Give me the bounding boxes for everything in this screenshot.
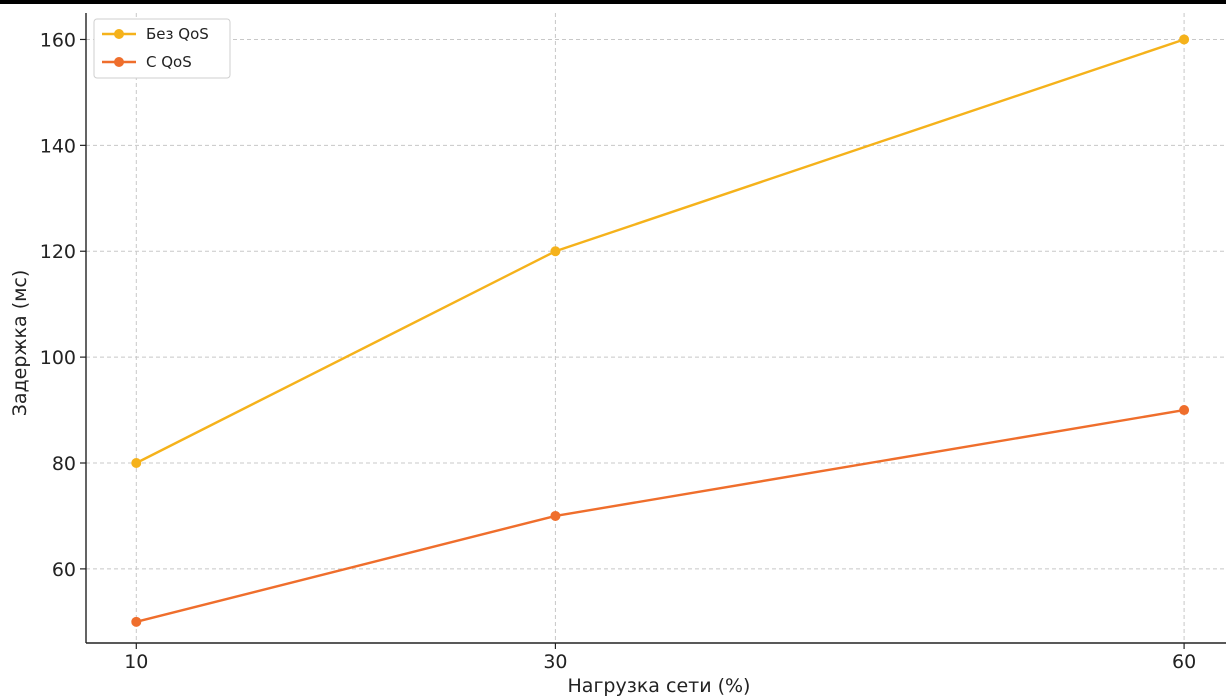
legend-marker	[114, 57, 124, 67]
y-tick-label: 140	[40, 135, 76, 157]
x-axis-title: Нагрузка сети (%)	[568, 675, 751, 697]
axes	[80, 13, 1226, 649]
y-tick-label: 100	[40, 347, 76, 369]
y-tick-label: 120	[40, 241, 76, 263]
x-tick-label: 10	[124, 651, 148, 673]
legend-label: С QoS	[146, 53, 192, 71]
data-point	[131, 458, 142, 468]
legend-marker	[114, 29, 124, 39]
y-tick-label: 60	[52, 559, 76, 581]
grid-lines	[86, 13, 1226, 643]
series-line-2	[136, 408, 1185, 623]
y-tick-label: 160	[40, 29, 76, 51]
x-tick-label: 60	[1172, 651, 1196, 673]
legend-label: Без QoS	[146, 25, 209, 43]
data-point	[550, 246, 561, 257]
x-tick-label: 30	[543, 651, 567, 673]
series-lines	[131, 34, 1190, 627]
data-point	[550, 510, 561, 521]
legend: Без QoS С QoS	[93, 18, 231, 79]
y-axis-title: Задержка (мс)	[9, 270, 31, 417]
top-border	[0, 0, 1226, 4]
data-point	[131, 616, 142, 627]
y-tick-label: 80	[52, 453, 76, 475]
data-point	[1179, 405, 1190, 416]
tick-labels: 60 80 100 120 140 160 10 30 60	[40, 29, 1196, 673]
data-point	[1179, 34, 1190, 45]
